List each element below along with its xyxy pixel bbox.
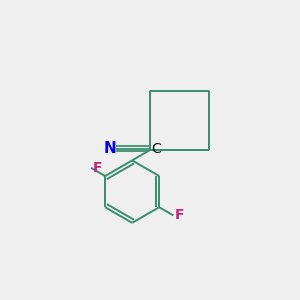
- Text: F: F: [175, 208, 184, 222]
- Text: N: N: [104, 141, 117, 156]
- Text: C: C: [152, 142, 161, 155]
- Text: F: F: [92, 161, 102, 175]
